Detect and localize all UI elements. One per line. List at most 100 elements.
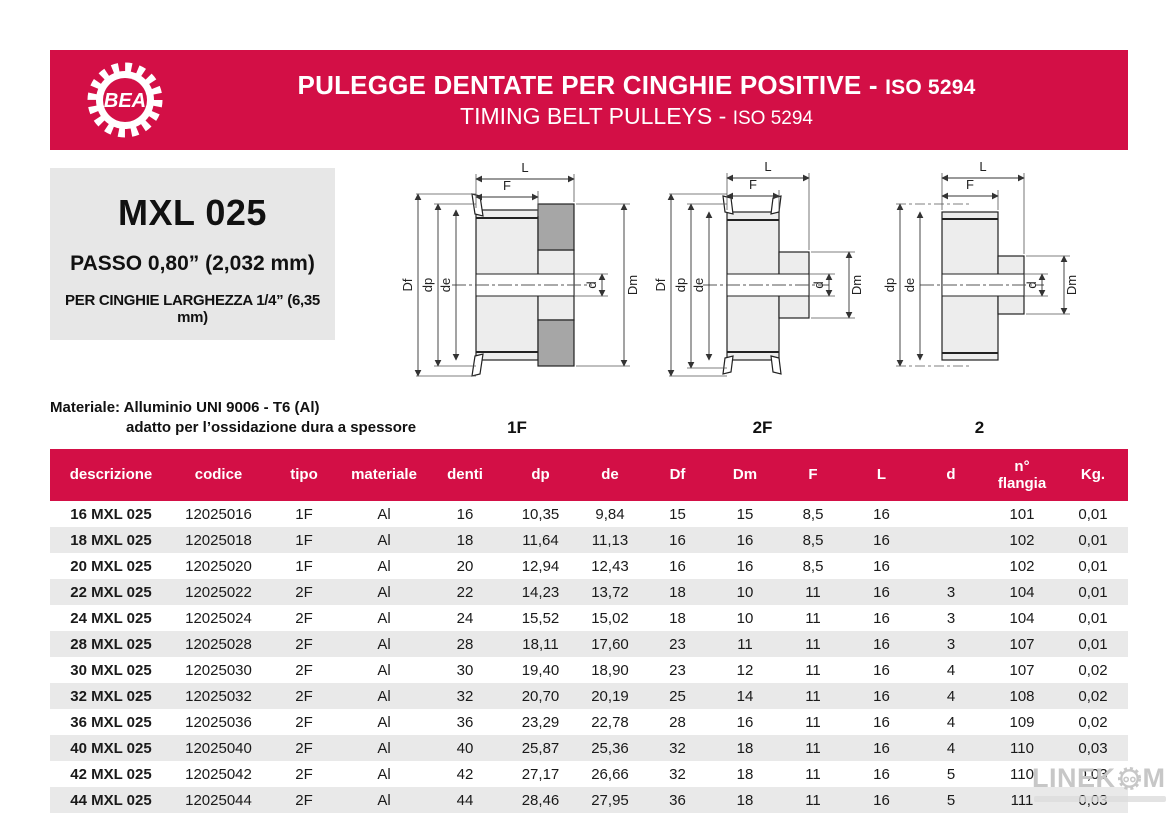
dim-label-de: de [438,278,453,292]
table-cell: Al [377,609,391,627]
table-cell: 0,01 [1078,583,1108,601]
table-cell: 16 [873,635,890,653]
table-cell: 104 [1009,609,1035,627]
material-line2: adatto per l’ossidazione dura a spessore [126,419,417,437]
table-cell: 0,02 [1078,661,1108,679]
table-cell: 0,03 [1078,765,1108,783]
table-cell: 11 [805,609,821,627]
dim-label-F: F [749,177,757,192]
table-cell: 24 [456,609,474,627]
table-cell: 12 [736,661,754,679]
table-cell: 20 MXL 025 [70,557,152,575]
table-cell [916,553,986,579]
column-header: n° flangia [986,449,1058,501]
table-cell: 28 [669,713,686,731]
drawing-caption-1f: 1F [507,418,527,437]
table-cell: 3 [946,635,956,653]
table-cell: 8,5 [802,557,824,575]
watermark-subtext-strip [1034,796,1166,802]
table-cell: 12,94 [521,557,560,575]
table-cell: 104 [1009,583,1035,601]
table-cell: 27,95 [591,791,629,809]
dim-label-d: d [811,281,826,288]
pulley-1f-cross-section: L F Df dp de d Dm [400,160,640,377]
table-cell: 4 [946,713,956,731]
table-cell: 40 [456,739,474,757]
table-cell: 16 [736,531,754,549]
dim-label-Df: Df [400,278,415,291]
watermark-gear-icon [1117,766,1141,791]
table-cell: 18 [456,531,474,549]
table-cell: 32 [456,687,474,705]
table-cell: 16 [736,713,754,731]
table-cell: 12025020 [185,557,252,575]
table-cell: 22 MXL 025 [70,583,152,601]
table-cell: 11 [805,765,821,783]
table-cell: 12,43 [591,557,629,575]
table-cell: 26,66 [591,765,629,783]
table-cell: 0,01 [1078,531,1108,549]
material-note: Materiale: Alluminio UNI 9006 - T6 (Al) … [50,398,416,439]
table-cell: 111 [1010,791,1034,809]
table-cell: 109 [1009,713,1035,731]
dim-label-L: L [521,160,528,175]
table-cell: 12025040 [185,739,252,757]
table-cell: 1F [295,557,313,575]
table-cell: 0,01 [1078,505,1108,523]
dim-label-de: de [902,278,917,292]
table-cell: 102 [1009,531,1035,549]
table-cell: 11 [737,635,753,653]
table-cell: 11 [805,739,821,757]
table-cell: 36 [669,791,686,809]
table-cell: Al [377,661,391,679]
table-cell: 15,52 [521,609,560,627]
column-header: tipo [265,449,343,501]
table-cell: 28,46 [521,791,560,809]
table-cell: 23,29 [521,713,560,731]
table-cell: 16 [736,557,754,575]
dim-label-dp: dp [420,278,435,292]
table-cell: 11 [805,713,821,731]
table-cell: Al [377,505,391,523]
table-cell: 14 [736,687,754,705]
table-cell [916,527,986,553]
table-cell: 5 [946,791,956,809]
table-cell: 27,17 [521,765,560,783]
dim-label-d: d [584,281,599,288]
table-cell: 30 [456,661,474,679]
table-cell: 108 [1009,687,1035,705]
column-header: materiale [343,449,425,501]
table-cell: 18 [736,791,754,809]
table-row: 32 MXL 025 12025032 2F Al 32 20,70 20,19 25 14 11… [50,683,1128,709]
table-cell: 19,40 [521,661,560,679]
title-english: TIMING BELT PULLEYS - ISO 5294 [200,102,1073,131]
table-cell: 42 [456,765,474,783]
table-cell: 102 [1009,557,1035,575]
table-cell: 2F [295,661,313,679]
table-cell: 25 [669,687,686,705]
table-cell: 16 [669,531,686,549]
table-cell: 16 [669,557,686,575]
table-cell: 42 MXL 025 [70,765,152,783]
table-cell: 0,01 [1078,609,1108,627]
table-cell: 4 [946,687,956,705]
table-cell: 16 [873,687,890,705]
table-cell: Al [377,791,391,809]
table-cell: 13,72 [591,583,629,601]
table-cell: 18 [669,583,686,601]
dim-label-Dm: Dm [849,275,864,295]
table-cell: Al [377,635,391,653]
dim-label-dp: dp [882,278,897,292]
column-header: dp [505,449,576,501]
table-row: 24 MXL 025 12025024 2F Al 24 15,52 15,02 18 10 11… [50,605,1128,631]
pulley-2f-cross-section: L F Df dp de d Dm [653,159,864,377]
table-cell: 107 [1009,635,1035,653]
table-cell: 12025024 [185,609,252,627]
watermark-text-left: LINEK [1032,763,1116,793]
table-cell: 18,90 [591,661,629,679]
table-cell: 0,02 [1078,713,1108,731]
table-cell: 16 [873,531,890,549]
table-cell: 17,60 [591,635,629,653]
table-cell: Al [377,765,391,783]
table-cell: 23 [669,635,686,653]
